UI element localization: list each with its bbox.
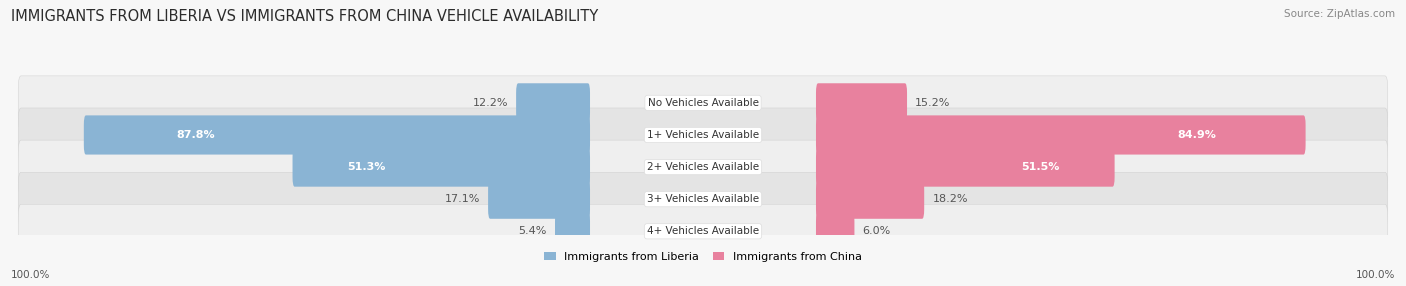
FancyBboxPatch shape: [815, 115, 1306, 154]
Text: 87.8%: 87.8%: [176, 130, 215, 140]
FancyBboxPatch shape: [18, 140, 1388, 194]
Text: 6.0%: 6.0%: [863, 226, 891, 236]
FancyBboxPatch shape: [18, 172, 1388, 226]
Text: 15.2%: 15.2%: [915, 98, 950, 108]
FancyBboxPatch shape: [18, 108, 1388, 162]
FancyBboxPatch shape: [815, 83, 907, 122]
FancyBboxPatch shape: [815, 180, 924, 219]
Text: 18.2%: 18.2%: [932, 194, 967, 204]
FancyBboxPatch shape: [292, 148, 591, 187]
Text: 12.2%: 12.2%: [472, 98, 508, 108]
FancyBboxPatch shape: [815, 148, 1115, 187]
Text: 51.5%: 51.5%: [1021, 162, 1060, 172]
Text: Source: ZipAtlas.com: Source: ZipAtlas.com: [1284, 9, 1395, 19]
Text: 2+ Vehicles Available: 2+ Vehicles Available: [647, 162, 759, 172]
FancyBboxPatch shape: [555, 212, 591, 251]
Text: No Vehicles Available: No Vehicles Available: [648, 98, 758, 108]
Legend: Immigrants from Liberia, Immigrants from China: Immigrants from Liberia, Immigrants from…: [544, 252, 862, 262]
Text: 1+ Vehicles Available: 1+ Vehicles Available: [647, 130, 759, 140]
Text: 84.9%: 84.9%: [1177, 130, 1216, 140]
Text: 51.3%: 51.3%: [347, 162, 385, 172]
Text: 5.4%: 5.4%: [519, 226, 547, 236]
Text: 4+ Vehicles Available: 4+ Vehicles Available: [647, 226, 759, 236]
FancyBboxPatch shape: [18, 204, 1388, 258]
FancyBboxPatch shape: [84, 115, 591, 154]
FancyBboxPatch shape: [516, 83, 591, 122]
Text: 100.0%: 100.0%: [1355, 270, 1395, 280]
Text: 100.0%: 100.0%: [11, 270, 51, 280]
FancyBboxPatch shape: [815, 212, 855, 251]
Text: 17.1%: 17.1%: [444, 194, 479, 204]
FancyBboxPatch shape: [488, 180, 591, 219]
FancyBboxPatch shape: [18, 76, 1388, 130]
Text: IMMIGRANTS FROM LIBERIA VS IMMIGRANTS FROM CHINA VEHICLE AVAILABILITY: IMMIGRANTS FROM LIBERIA VS IMMIGRANTS FR…: [11, 9, 599, 23]
Text: 3+ Vehicles Available: 3+ Vehicles Available: [647, 194, 759, 204]
